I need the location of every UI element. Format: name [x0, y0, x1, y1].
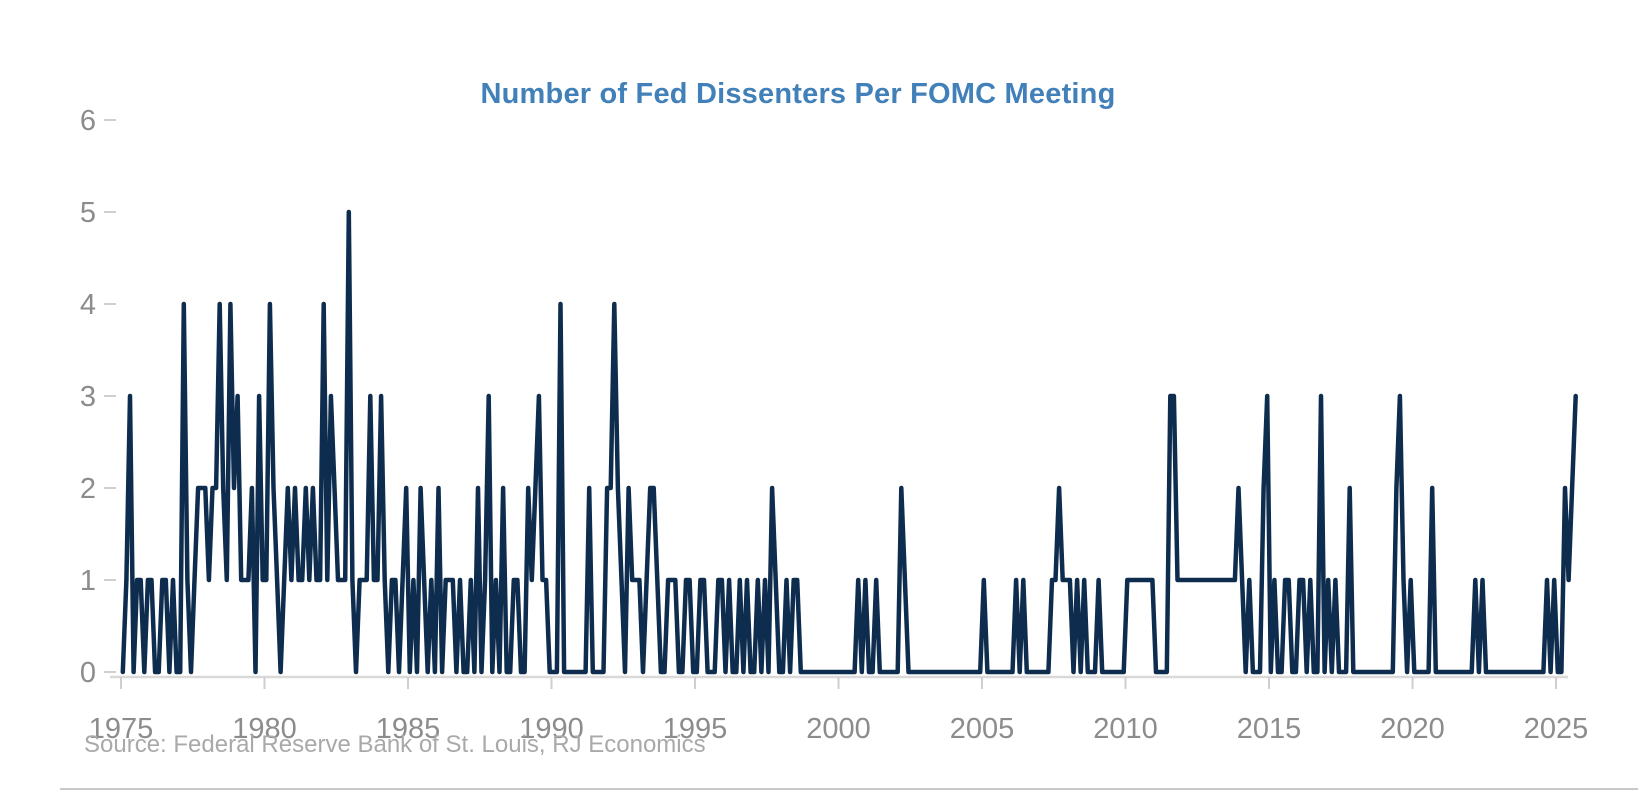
y-axis-tick-label: 5	[80, 197, 96, 229]
x-axis-tick-label: 2015	[1237, 713, 1302, 745]
y-axis-tick-label: 0	[80, 657, 96, 689]
x-axis-tick-label: 1985	[376, 713, 441, 745]
x-axis-tick-label: 1980	[232, 713, 297, 745]
x-axis-tick-label: 1990	[519, 713, 584, 745]
x-axis-tick-label: 2010	[1093, 713, 1158, 745]
y-axis-tick-label: 2	[80, 473, 96, 505]
dissenters-series-line	[120, 209, 1578, 675]
bottom-divider-line	[60, 788, 1638, 790]
y-axis-tick-label: 6	[80, 105, 96, 137]
x-axis-tick-label: 2025	[1524, 713, 1589, 745]
x-axis-tick-label: 2000	[806, 713, 871, 745]
x-axis-tick-label: 1975	[89, 713, 154, 745]
source-note: Source: Federal Reserve Bank of St. Loui…	[84, 731, 706, 758]
y-axis-tick-label: 3	[80, 381, 96, 413]
x-axis-tick-label: 2005	[950, 713, 1015, 745]
y-axis-tick-label: 1	[80, 565, 96, 597]
x-axis-tick-label: 1995	[663, 713, 728, 745]
chart-title: Number of Fed Dissenters Per FOMC Meetin…	[480, 78, 1116, 110]
x-axis-tick-label: 2020	[1380, 713, 1445, 745]
y-axis-tick-label: 4	[80, 289, 96, 321]
